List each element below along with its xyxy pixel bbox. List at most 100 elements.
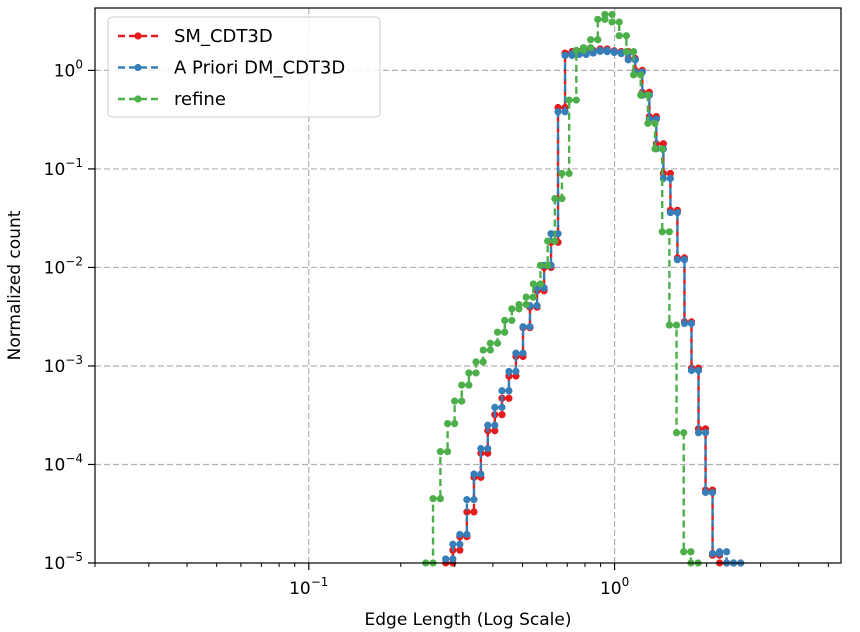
legend-item: refine bbox=[118, 89, 226, 110]
data-point bbox=[572, 46, 580, 54]
legend-marker bbox=[134, 63, 142, 72]
data-point bbox=[463, 508, 471, 516]
data-point bbox=[442, 555, 450, 563]
data-point bbox=[629, 71, 638, 79]
data-point bbox=[658, 145, 666, 153]
data-point bbox=[608, 10, 616, 19]
data-point bbox=[529, 293, 537, 301]
data-point bbox=[522, 293, 530, 301]
data-point bbox=[615, 18, 623, 26]
data-point bbox=[644, 91, 652, 99]
data-point bbox=[505, 367, 513, 376]
data-point bbox=[587, 36, 595, 44]
data-point bbox=[508, 305, 516, 313]
data-point bbox=[470, 508, 478, 516]
data-point bbox=[458, 397, 466, 405]
data-point bbox=[666, 209, 675, 217]
data-point bbox=[680, 548, 688, 556]
data-point bbox=[479, 358, 487, 366]
data-point bbox=[465, 369, 473, 377]
legend-item: A Priori DM_CDT3D bbox=[118, 58, 345, 79]
data-point bbox=[529, 280, 537, 288]
y-axis-label: Normalized count bbox=[5, 210, 25, 360]
series-refine bbox=[422, 10, 702, 567]
data-point bbox=[565, 169, 573, 178]
data-point bbox=[443, 448, 452, 456]
data-point bbox=[687, 548, 695, 556]
data-point bbox=[624, 56, 632, 64]
legend-item: SM_CDT3D bbox=[118, 26, 273, 47]
data-point bbox=[572, 96, 580, 104]
data-point bbox=[694, 366, 703, 375]
data-point bbox=[470, 470, 478, 478]
data-point bbox=[561, 108, 569, 116]
data-point bbox=[544, 261, 552, 269]
data-point bbox=[526, 323, 534, 331]
data-point bbox=[458, 381, 466, 389]
data-point bbox=[533, 301, 541, 310]
data-point bbox=[519, 323, 527, 331]
data-point bbox=[477, 470, 485, 478]
data-point bbox=[493, 328, 502, 336]
data-point bbox=[665, 321, 674, 329]
data-point bbox=[486, 346, 494, 354]
data-point bbox=[558, 194, 566, 203]
data-point bbox=[456, 540, 464, 548]
data-point bbox=[505, 394, 513, 402]
legend-marker bbox=[134, 32, 142, 40]
data-point bbox=[622, 32, 631, 40]
data-point bbox=[723, 548, 731, 556]
legend-label: A Priori DM_CDT3D bbox=[174, 58, 345, 79]
data-point bbox=[429, 495, 437, 503]
data-point bbox=[610, 48, 618, 57]
data-point bbox=[477, 444, 485, 453]
data-point bbox=[701, 429, 710, 437]
data-point bbox=[596, 46, 604, 54]
data-point bbox=[491, 427, 499, 435]
data-point bbox=[491, 421, 499, 429]
plot-frame bbox=[94, 7, 842, 564]
data-point bbox=[498, 411, 506, 419]
y-tick-label: 10−2 bbox=[44, 254, 83, 278]
data-point bbox=[672, 429, 681, 437]
data-point bbox=[594, 36, 602, 44]
data-point bbox=[579, 44, 588, 52]
data-point bbox=[561, 51, 569, 60]
data-point bbox=[512, 367, 520, 376]
y-tick-label: 100 bbox=[54, 57, 83, 81]
data-point bbox=[512, 349, 520, 357]
tick-labels: 10−1 100 10−5 10−4 10−3 10−2 10−1 100 bbox=[44, 57, 630, 599]
data-point bbox=[491, 403, 499, 411]
data-point bbox=[637, 91, 645, 99]
data-point bbox=[554, 230, 562, 238]
data-point bbox=[451, 419, 459, 428]
data-point bbox=[615, 32, 623, 40]
data-point bbox=[608, 18, 616, 26]
data-point bbox=[498, 403, 506, 411]
data-point bbox=[701, 488, 710, 497]
data-point bbox=[558, 169, 566, 178]
data-point bbox=[544, 237, 552, 245]
y-tick-label: 10−5 bbox=[44, 550, 83, 574]
data-point bbox=[672, 321, 681, 329]
x-tick-label: 10−1 bbox=[289, 575, 328, 599]
data-point bbox=[456, 546, 464, 554]
data-point bbox=[644, 119, 652, 127]
data-point bbox=[673, 209, 682, 217]
legend-marker bbox=[134, 95, 142, 103]
data-point bbox=[436, 448, 444, 456]
legend-box bbox=[107, 16, 381, 118]
data-point bbox=[472, 358, 480, 366]
data-point bbox=[472, 369, 480, 377]
data-point bbox=[666, 174, 675, 183]
legend-label: refine bbox=[174, 89, 226, 110]
data-point bbox=[456, 530, 464, 539]
data-point bbox=[651, 145, 659, 153]
data-point bbox=[601, 10, 609, 19]
data-point bbox=[708, 549, 717, 558]
data-point bbox=[551, 194, 559, 203]
data-point bbox=[505, 387, 513, 395]
data-point bbox=[522, 300, 530, 309]
legend-label: SM_CDT3D bbox=[174, 26, 273, 47]
